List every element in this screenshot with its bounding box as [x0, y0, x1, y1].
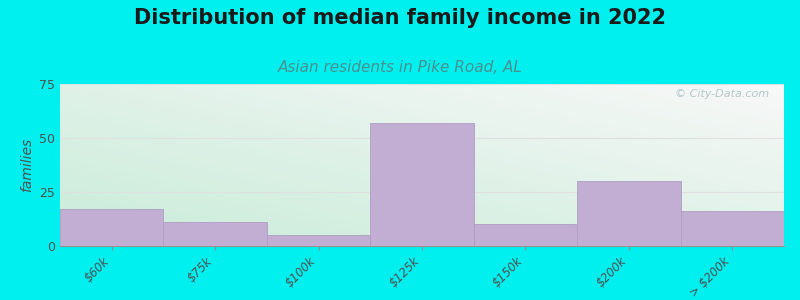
Text: © City-Data.com: © City-Data.com — [675, 89, 770, 99]
Bar — [474, 224, 577, 246]
Text: Asian residents in Pike Road, AL: Asian residents in Pike Road, AL — [278, 60, 522, 75]
Bar — [681, 212, 784, 246]
Text: Distribution of median family income in 2022: Distribution of median family income in … — [134, 8, 666, 28]
Bar — [577, 181, 681, 246]
Y-axis label: families: families — [19, 138, 34, 192]
Bar — [60, 209, 163, 246]
Bar — [267, 235, 370, 246]
Bar — [370, 123, 474, 246]
Bar — [163, 222, 267, 246]
